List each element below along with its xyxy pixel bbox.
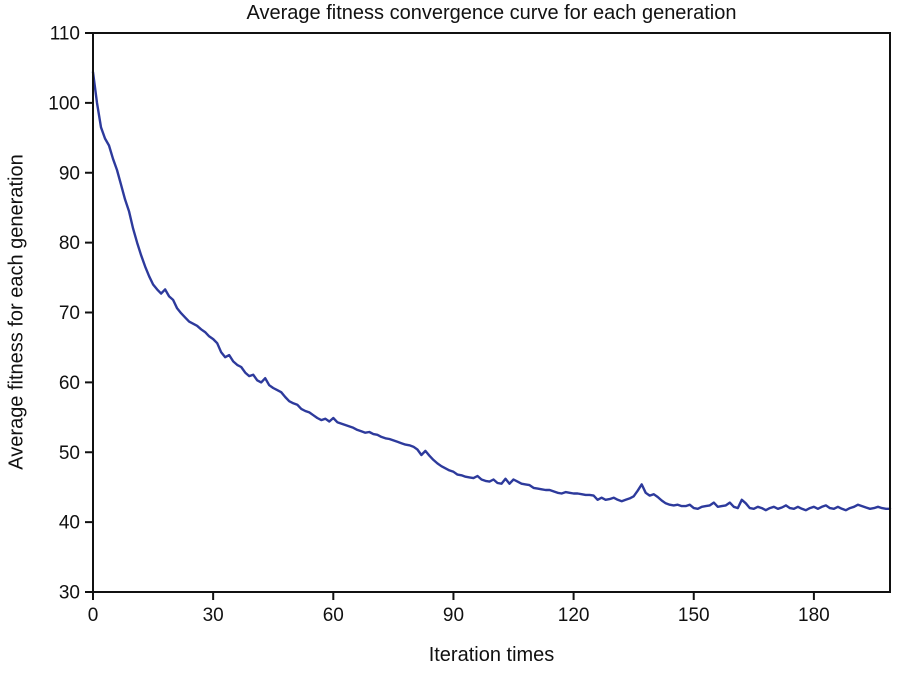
- chart-title: Average fitness convergence curve for ea…: [246, 2, 737, 24]
- x-tick-label: 150: [678, 605, 710, 626]
- y-tick-label: 80: [59, 233, 80, 254]
- y-tick-label: 100: [48, 93, 80, 114]
- y-tick-label: 60: [59, 373, 80, 394]
- x-tick-label: 180: [798, 605, 830, 626]
- x-tick-label: 120: [558, 605, 590, 626]
- y-tick-label: 110: [50, 24, 80, 45]
- x-axis-label: Iteration times: [428, 644, 555, 666]
- x-tick-label: 0: [88, 605, 99, 626]
- y-tick-label: 90: [59, 163, 80, 184]
- x-tick-label: 60: [323, 605, 344, 626]
- y-tick-label: 70: [59, 303, 80, 324]
- plot-border: [92, 32, 891, 593]
- y-tick-label: 40: [59, 513, 80, 534]
- fitness-curve: [91, 70, 892, 512]
- x-tick-label: 30: [203, 605, 224, 626]
- y-tick-label: 50: [59, 443, 80, 464]
- y-tick-label: 30: [59, 583, 80, 604]
- x-tick-label: 90: [443, 605, 464, 626]
- axis-ticks: 0 30 60 90 120 150 180 30 40 50 60 70 80 90 100 110: [48, 24, 829, 627]
